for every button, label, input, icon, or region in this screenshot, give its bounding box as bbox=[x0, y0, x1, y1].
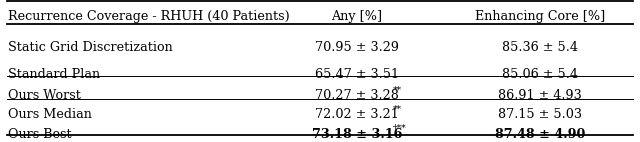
Text: 70.27 ± 3.28: 70.27 ± 3.28 bbox=[315, 89, 399, 102]
Text: 72.02 ± 3.21: 72.02 ± 3.21 bbox=[315, 108, 399, 121]
Text: Recurrence Coverage - RHUH (40 Patients): Recurrence Coverage - RHUH (40 Patients) bbox=[8, 10, 290, 23]
Text: Standard Plan: Standard Plan bbox=[8, 68, 100, 81]
Text: †**: †** bbox=[393, 124, 407, 133]
Text: 86.91 ± 4.93: 86.91 ± 4.93 bbox=[499, 89, 582, 102]
Text: 85.36 ± 5.4: 85.36 ± 5.4 bbox=[502, 41, 579, 54]
Text: 87.48 ± 4.90: 87.48 ± 4.90 bbox=[495, 128, 586, 141]
Text: 65.47 ± 3.51: 65.47 ± 3.51 bbox=[315, 68, 399, 81]
Text: **: ** bbox=[393, 105, 402, 114]
Text: Enhancing Core [%]: Enhancing Core [%] bbox=[475, 10, 605, 23]
Text: Static Grid Discretization: Static Grid Discretization bbox=[8, 41, 173, 54]
Text: 87.15 ± 5.03: 87.15 ± 5.03 bbox=[499, 108, 582, 121]
Text: 70.95 ± 3.29: 70.95 ± 3.29 bbox=[315, 41, 399, 54]
Text: Ours Best: Ours Best bbox=[8, 128, 72, 141]
Text: 73.18 ± 3.16: 73.18 ± 3.16 bbox=[312, 128, 402, 141]
Text: Any [%]: Any [%] bbox=[332, 10, 383, 23]
Text: 85.06 ± 5.4: 85.06 ± 5.4 bbox=[502, 68, 579, 81]
Text: Ours Worst: Ours Worst bbox=[8, 89, 81, 102]
Text: Ours Median: Ours Median bbox=[8, 108, 92, 121]
Text: **: ** bbox=[393, 86, 402, 95]
